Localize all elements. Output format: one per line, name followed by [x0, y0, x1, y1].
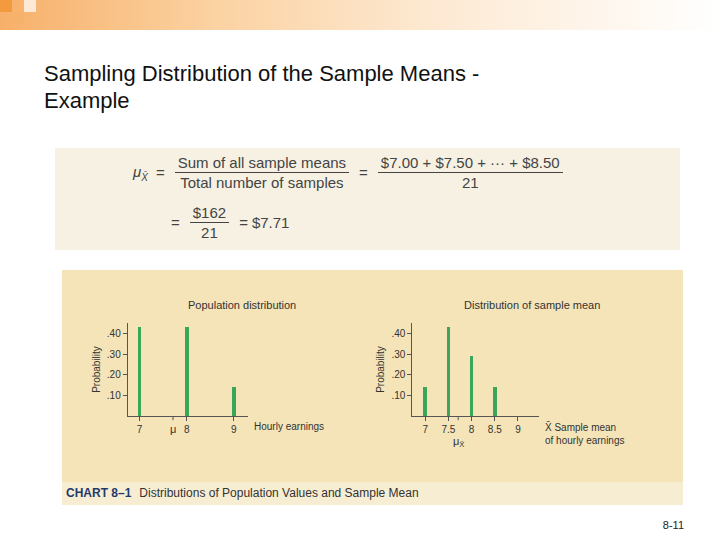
html-text:CHART 8–1: CHART 8–1: [66, 486, 132, 500]
html-text:Sum of all sample means: Sum of all sample means: [177, 154, 347, 171]
svg-text:Distribution of sample mean: Distribution of sample mean: [464, 299, 600, 311]
html-text:8-11: 8-11: [662, 519, 684, 531]
html-text:Example: Example: [44, 88, 130, 113]
svg-text:8: 8: [184, 424, 190, 435]
svg-text:9: 9: [515, 424, 521, 435]
svg-text:.10: .10: [391, 390, 405, 401]
svg-text:.40: .40: [391, 328, 405, 339]
svg-text:8: 8: [469, 424, 475, 435]
html-text:= $7.71: = $7.71: [239, 214, 290, 231]
svg-text:.30: .30: [107, 349, 121, 360]
html-text:μX̄: μX̄: [133, 162, 148, 183]
html-text:$7.00 + $7.50 + ··· + $8.50: $7.00 + $7.50 + ··· + $8.50: [380, 154, 560, 171]
html-text:Distributions of Population Va: Distributions of Population Values and S…: [139, 486, 419, 500]
html-text:Sampling Distribution of the S: Sampling Distribution of the Sample Mean…: [44, 61, 480, 86]
svg-text:Hourly earnings: Hourly earnings: [254, 421, 324, 432]
svg-text:8.5: 8.5: [488, 424, 502, 435]
html-text:21: 21: [461, 174, 479, 191]
svg-text:7: 7: [137, 424, 143, 435]
svg-text:X̄ Sample meanof hourly earnin: X̄ Sample meanof hourly earnings: [545, 421, 625, 446]
svg-text:7.5: 7.5: [441, 424, 455, 435]
html-text:$162: $162: [192, 204, 227, 221]
svg-text:Population distribution: Population distribution: [188, 299, 296, 311]
svg-text:.10: .10: [107, 390, 121, 401]
svg-text:μ​X̄​: μ​X̄​: [453, 435, 464, 449]
svg-text:.20: .20: [391, 369, 405, 380]
svg-text:9: 9: [231, 424, 237, 435]
svg-text:Probability: Probability: [375, 346, 386, 393]
html-text:21: 21: [201, 224, 218, 241]
svg-text:7: 7: [422, 424, 428, 435]
svg-text:Probability: Probability: [91, 346, 102, 393]
svg-text:.30: .30: [391, 349, 405, 360]
svg-text:μ: μ: [170, 423, 176, 435]
svg-text:.20: .20: [107, 369, 121, 380]
html-text:Total number of samples: Total number of samples: [180, 174, 344, 191]
svg-text:.40: .40: [107, 328, 121, 339]
